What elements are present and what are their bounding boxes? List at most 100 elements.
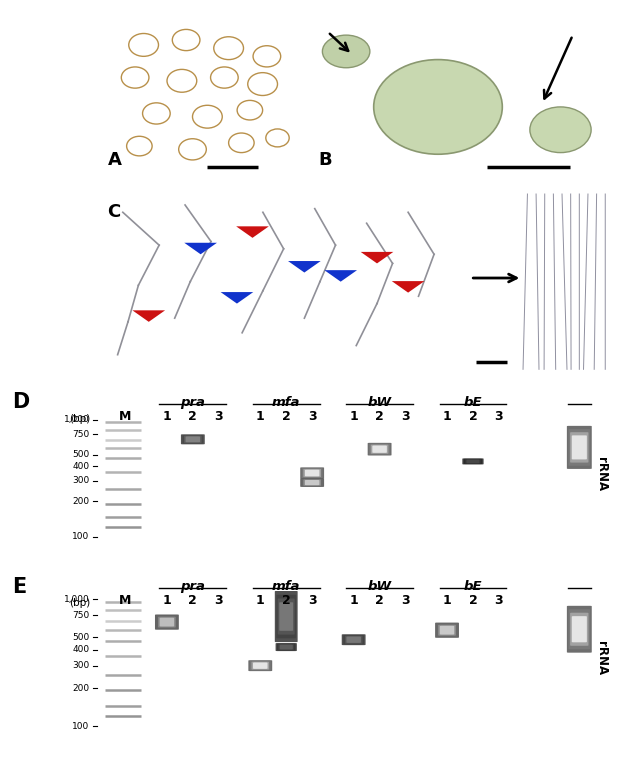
- Text: bW: bW: [368, 580, 392, 594]
- Text: 1: 1: [256, 410, 264, 423]
- FancyBboxPatch shape: [186, 437, 200, 442]
- FancyBboxPatch shape: [569, 609, 590, 650]
- FancyBboxPatch shape: [277, 643, 296, 650]
- FancyBboxPatch shape: [369, 444, 390, 455]
- Text: 400: 400: [72, 645, 89, 654]
- FancyBboxPatch shape: [278, 644, 294, 650]
- FancyBboxPatch shape: [371, 444, 388, 454]
- Text: bW: bW: [368, 396, 392, 409]
- FancyBboxPatch shape: [372, 445, 387, 453]
- Text: 200: 200: [72, 497, 89, 506]
- FancyBboxPatch shape: [158, 617, 176, 628]
- Polygon shape: [392, 281, 424, 293]
- Text: 400: 400: [72, 462, 89, 471]
- FancyBboxPatch shape: [345, 636, 362, 643]
- FancyBboxPatch shape: [437, 624, 458, 636]
- FancyBboxPatch shape: [253, 663, 268, 669]
- FancyBboxPatch shape: [303, 479, 321, 486]
- Text: 1: 1: [442, 410, 451, 423]
- Text: 1,000: 1,000: [64, 594, 89, 604]
- FancyBboxPatch shape: [305, 470, 319, 476]
- Text: 2: 2: [375, 594, 384, 608]
- Text: 3: 3: [308, 410, 316, 423]
- FancyBboxPatch shape: [570, 432, 589, 462]
- FancyBboxPatch shape: [182, 435, 203, 444]
- FancyBboxPatch shape: [303, 469, 321, 477]
- FancyBboxPatch shape: [302, 479, 322, 486]
- Text: (bp): (bp): [69, 598, 91, 608]
- Text: C: C: [107, 203, 121, 221]
- Text: 2: 2: [282, 594, 291, 608]
- Text: 1: 1: [256, 594, 264, 608]
- FancyBboxPatch shape: [570, 613, 589, 646]
- Text: M: M: [119, 594, 132, 608]
- FancyBboxPatch shape: [438, 625, 456, 636]
- Text: 300: 300: [72, 661, 89, 670]
- Text: 2: 2: [469, 594, 478, 608]
- Text: M: M: [119, 410, 132, 423]
- Text: E: E: [12, 577, 27, 597]
- Text: 1: 1: [349, 594, 358, 608]
- Text: 300: 300: [72, 476, 89, 486]
- FancyBboxPatch shape: [302, 469, 322, 478]
- Text: 1: 1: [162, 410, 171, 423]
- Text: rRNA: rRNA: [595, 457, 608, 491]
- FancyBboxPatch shape: [248, 660, 272, 671]
- Text: 500: 500: [72, 633, 89, 642]
- Text: B: B: [319, 151, 332, 169]
- Text: 3: 3: [401, 410, 410, 423]
- FancyBboxPatch shape: [346, 636, 361, 643]
- Text: 3: 3: [308, 594, 316, 608]
- FancyBboxPatch shape: [567, 426, 592, 469]
- FancyBboxPatch shape: [181, 434, 205, 444]
- FancyBboxPatch shape: [279, 602, 293, 631]
- Text: bE: bE: [464, 396, 482, 409]
- FancyBboxPatch shape: [462, 458, 484, 465]
- FancyBboxPatch shape: [465, 459, 481, 464]
- Text: 1: 1: [442, 594, 451, 608]
- FancyBboxPatch shape: [435, 622, 459, 638]
- Text: 2: 2: [375, 410, 384, 423]
- Text: 100: 100: [72, 532, 89, 541]
- FancyBboxPatch shape: [159, 618, 174, 626]
- Ellipse shape: [530, 107, 591, 152]
- FancyBboxPatch shape: [184, 436, 202, 443]
- Polygon shape: [184, 242, 217, 254]
- Text: 750: 750: [72, 611, 89, 619]
- Text: D: D: [12, 392, 30, 413]
- Text: 3: 3: [494, 410, 503, 423]
- Ellipse shape: [374, 60, 503, 154]
- Text: 1: 1: [162, 594, 171, 608]
- FancyBboxPatch shape: [368, 443, 391, 455]
- FancyBboxPatch shape: [305, 480, 319, 485]
- Text: 2: 2: [469, 410, 478, 423]
- FancyBboxPatch shape: [342, 634, 366, 645]
- Text: 3: 3: [214, 410, 223, 423]
- FancyBboxPatch shape: [300, 478, 324, 487]
- FancyBboxPatch shape: [567, 606, 592, 653]
- FancyBboxPatch shape: [155, 615, 179, 629]
- Text: 750: 750: [72, 430, 89, 439]
- Text: mfa: mfa: [272, 580, 301, 594]
- Polygon shape: [324, 270, 357, 282]
- Polygon shape: [361, 252, 393, 263]
- Polygon shape: [236, 226, 269, 238]
- FancyBboxPatch shape: [251, 662, 269, 670]
- Text: 3: 3: [401, 594, 410, 608]
- Polygon shape: [132, 310, 165, 322]
- FancyBboxPatch shape: [572, 435, 587, 459]
- Text: 100: 100: [72, 722, 89, 731]
- FancyBboxPatch shape: [278, 598, 294, 635]
- Text: 2: 2: [282, 410, 291, 423]
- FancyBboxPatch shape: [250, 661, 271, 671]
- FancyBboxPatch shape: [464, 458, 482, 464]
- Text: 2: 2: [189, 410, 198, 423]
- Text: 1,000: 1,000: [64, 415, 89, 424]
- FancyBboxPatch shape: [569, 429, 590, 465]
- FancyBboxPatch shape: [279, 645, 292, 650]
- Text: 200: 200: [72, 684, 89, 692]
- FancyBboxPatch shape: [300, 467, 324, 479]
- FancyBboxPatch shape: [440, 625, 454, 635]
- Text: pra: pra: [181, 396, 206, 409]
- Text: 500: 500: [72, 451, 89, 459]
